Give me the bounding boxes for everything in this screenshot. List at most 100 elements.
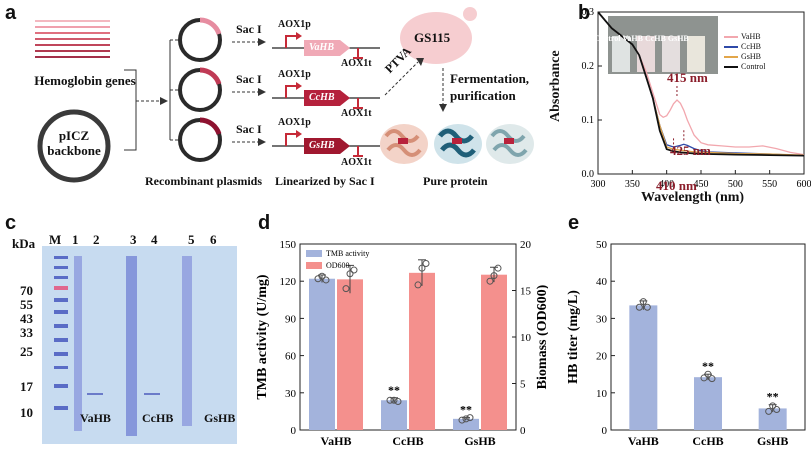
chart-b-xlabel: Wavelength (nm)	[641, 190, 745, 205]
e-bar-cchb	[694, 377, 722, 430]
d-point-0-1-2	[394, 397, 402, 405]
chart-d-frame	[299, 243, 517, 431]
terminator-label-1: AOX1t	[341, 58, 372, 69]
e-point-0-2	[643, 303, 651, 311]
sample-label-gshb: GsHB	[204, 411, 236, 425]
annotation-425nm: 425 nm	[670, 143, 711, 158]
caption-plasmids: Recombinant plasmids	[145, 174, 263, 188]
d-y-tick-label-1: 30	[285, 388, 297, 400]
plasmid-gshb	[178, 117, 222, 162]
e-y-tick-label-2: 20	[596, 351, 608, 363]
absorbance-chart: 300 350 400 450 500 550 600 0.0 0.1 0.2 0.3	[582, 7, 811, 190]
backbone-label: pICZ backbone	[44, 128, 104, 158]
annotation-410nm: 410 nm	[656, 178, 697, 193]
d-category-label-gshb: GsHB	[464, 434, 495, 448]
d-category-label-cchb: CcHB	[392, 434, 423, 448]
d-point-1-1-2	[422, 260, 430, 268]
pICZ-backbone-circle	[37, 109, 111, 183]
y-tick-label-0: 0.0	[582, 169, 595, 180]
d-point-1-2-0	[486, 277, 494, 285]
x-tick-label-300: 300	[591, 179, 606, 190]
marker-43: 43	[20, 311, 33, 326]
d-bar-tmb-gshb	[453, 418, 479, 430]
d-point-1-1-1	[418, 264, 426, 272]
d-ylabel: TMB activity (U/mg)	[255, 274, 270, 400]
x-tick-label-600: 600	[797, 179, 811, 190]
backbone-label-line2: backbone	[47, 143, 101, 158]
e-y-tick-label-0: 0	[602, 425, 608, 437]
d-y-tick-label-0: 0	[291, 425, 297, 437]
d-bar-tmb-cchb	[381, 400, 407, 430]
d-significance-cchb: **	[388, 383, 400, 397]
panel-a-diagram	[35, 7, 534, 183]
protein-structure-vahb	[380, 124, 428, 164]
marker-55: 55	[20, 297, 33, 312]
lane-label-4: 4	[151, 232, 158, 247]
tmb-biomass-chart: 0 30 60 90 120 150 0 5 10 15 20 VaHB CcHB ** GsHB ** TMB…	[255, 239, 548, 448]
legend-item-vahb: VaHB	[724, 32, 765, 42]
lane-label-1: 1	[72, 232, 79, 247]
plasmid-vahb	[178, 17, 222, 62]
x-tick-label-350: 350	[625, 179, 640, 190]
sample-label-vahb: VaHB	[80, 411, 111, 425]
marker-17: 17	[20, 379, 33, 394]
d-bar-od600-vahb	[337, 279, 363, 430]
d-point-1-0-0	[342, 285, 350, 293]
d-point-1-2-1	[490, 272, 498, 280]
d-point-1-1-0	[414, 281, 422, 289]
d-y2-tick-label-1: 5	[520, 379, 526, 391]
x-tick-label-550: 550	[762, 179, 777, 190]
e-point-1-2	[708, 375, 716, 383]
e-y-tick-label-5: 50	[596, 239, 608, 251]
gene-label-vahb: VaHB	[309, 42, 335, 53]
plasmid-cchb	[178, 67, 222, 112]
legend-item-cchb: CcHB	[724, 42, 765, 52]
e-point-1-1	[704, 370, 712, 378]
panel-label-a: a	[5, 2, 17, 24]
d-y2-tick-label-2: 10	[520, 332, 532, 344]
e-ylabel: HB titer (mg/L)	[566, 290, 581, 384]
d-y2-tick-label-4: 20	[520, 239, 532, 251]
d-category-label-vahb: VaHB	[321, 434, 352, 448]
d-bar-tmb-vahb	[309, 278, 335, 430]
chart-b-ylabel: Absorbance	[548, 50, 563, 122]
gene-label-gshb: GsHB	[309, 140, 335, 151]
e-y-tick-label-3: 30	[596, 313, 608, 325]
e-y-tick-label-4: 40	[596, 276, 608, 288]
process-label-line1: Fermentation,	[450, 71, 530, 86]
d-legend-swatch-1	[306, 262, 322, 269]
process-label: Fermentation, purification	[450, 70, 529, 104]
x-tick-label-450: 450	[694, 179, 709, 190]
legend-label-vahb: VaHB	[741, 32, 761, 41]
d-y-tick-label-3: 90	[285, 313, 297, 325]
sample-label-cchb: CcHB	[142, 411, 174, 425]
x-tick-label-500: 500	[728, 179, 743, 190]
d-point-0-0-2	[322, 276, 330, 284]
e-category-label-gshb: GsHB	[757, 434, 788, 448]
panel-label-c: c	[5, 212, 17, 234]
d-point-0-2-0	[458, 416, 466, 424]
protein-structure-cchb	[434, 124, 482, 164]
hb-titer-chart: 0 10 20 30 40 50 VaHB CcHB ** GsHB ** HB titer (mg/…	[566, 239, 806, 448]
inset-caption: Control VaHB CcHB GsHB	[594, 34, 689, 43]
promoter-label-3: AOX1p	[278, 117, 311, 128]
d-y-tick-label-4: 120	[280, 276, 297, 288]
kda-label: kDa	[12, 236, 36, 251]
panel-label-e: e	[568, 212, 580, 234]
gel-bands	[54, 256, 192, 436]
panel-label-b: b	[578, 2, 591, 24]
e-significance-gshb: **	[767, 390, 779, 404]
legend-label-cchb: CcHB	[741, 42, 761, 51]
d-legend-swatch-0	[306, 250, 322, 257]
e-point-2-1	[769, 402, 777, 410]
d-legend-label-0: TMB activity	[326, 249, 369, 258]
lane-label-2: 2	[93, 232, 100, 247]
marker-70: 70	[20, 283, 33, 298]
process-label-line2: purification	[450, 88, 516, 103]
hemoglobin-genes-label: Hemoglobin genes	[34, 73, 136, 88]
d-ylabel2: Biomass (OD600)	[535, 284, 548, 389]
d-point-1-0-2	[350, 266, 358, 274]
gs115-cell	[400, 12, 472, 64]
construct-vahb	[272, 32, 380, 59]
d-significance-gshb: **	[460, 403, 472, 417]
